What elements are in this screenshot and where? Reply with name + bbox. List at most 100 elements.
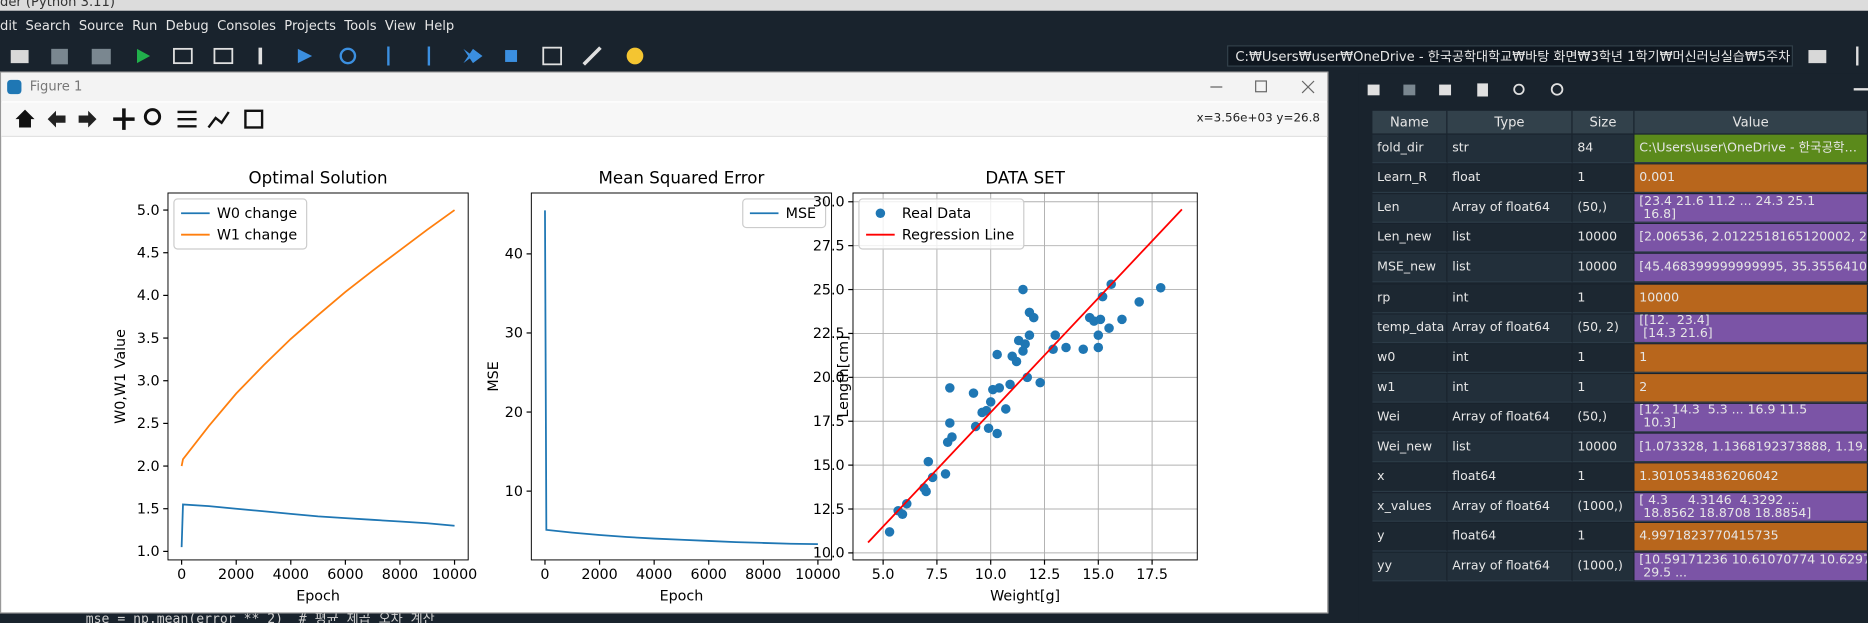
search-icon[interactable] <box>1513 83 1525 96</box>
variable-value[interactable]: 0.001 <box>1634 164 1868 194</box>
save-figure-button[interactable] <box>244 109 264 129</box>
variable-size[interactable]: 1 <box>1572 343 1635 373</box>
import-icon[interactable] <box>1367 84 1380 96</box>
variable-name[interactable]: Len_new <box>1372 224 1448 253</box>
variable-type[interactable]: float64 <box>1447 463 1573 493</box>
variable-size[interactable]: 10000 <box>1572 433 1635 463</box>
variable-name[interactable]: Len <box>1372 194 1448 224</box>
variable-value[interactable]: 10000 <box>1634 284 1868 313</box>
variable-name[interactable]: Wei <box>1372 403 1448 433</box>
variable-name[interactable]: y <box>1372 523 1448 552</box>
variable-value[interactable]: [ 4.3 4.3146 4.3292 ... 18.8562 18.8708 … <box>1634 493 1868 523</box>
variable-size[interactable]: 10000 <box>1572 224 1635 253</box>
menu-item[interactable]: View <box>384 17 417 33</box>
zoom-button[interactable] <box>143 108 162 126</box>
run-cell-advance-icon[interactable] <box>213 47 234 65</box>
variable-name[interactable]: MSE_new <box>1372 254 1448 283</box>
variable-size[interactable]: (1000,) <box>1572 553 1635 582</box>
variable-name[interactable]: Learn_R <box>1372 164 1448 194</box>
remove-all-icon[interactable] <box>1477 83 1488 97</box>
column-header[interactable]: Type <box>1447 110 1573 134</box>
variable-value[interactable]: 1.3010534836206042 <box>1634 463 1868 493</box>
variable-size[interactable]: (50, 2) <box>1572 314 1635 343</box>
variable-size[interactable]: 10000 <box>1572 254 1635 283</box>
python-path-icon[interactable] <box>626 47 644 65</box>
variable-type[interactable]: str <box>1447 134 1573 164</box>
variable-type[interactable]: int <box>1447 284 1573 313</box>
variable-type[interactable]: list <box>1447 224 1573 253</box>
variable-value[interactable]: 1 <box>1634 343 1868 373</box>
open-icon[interactable] <box>10 50 29 64</box>
subplots-button[interactable] <box>177 110 197 128</box>
menu-item[interactable]: Projects <box>284 17 336 33</box>
variable-type[interactable]: float64 <box>1447 523 1573 552</box>
column-header[interactable]: Value <box>1634 110 1868 134</box>
variable-type[interactable]: int <box>1447 343 1573 373</box>
variable-size[interactable]: (1000,) <box>1572 493 1635 523</box>
variable-size[interactable]: 1 <box>1572 463 1635 493</box>
variable-value[interactable]: [10.59171236 10.61070774 10.6297… 29.5 .… <box>1634 553 1868 582</box>
save-data-icon[interactable] <box>1403 84 1416 96</box>
maximize-button[interactable] <box>1255 80 1267 93</box>
variable-size[interactable]: (50,) <box>1572 194 1635 224</box>
refresh-icon[interactable] <box>1550 83 1564 96</box>
variable-size[interactable]: 1 <box>1572 523 1635 552</box>
menu-item[interactable]: Debug <box>165 17 209 33</box>
save-all-icon[interactable] <box>91 48 111 65</box>
customize-button[interactable] <box>207 111 230 129</box>
menu-item[interactable]: Tools <box>344 17 377 33</box>
variable-name[interactable]: temp_data <box>1372 314 1448 343</box>
debug-icon[interactable] <box>297 48 313 64</box>
menu-item[interactable]: Help <box>424 17 455 33</box>
variable-type[interactable]: Array of float64 <box>1447 194 1573 224</box>
menu-item[interactable]: Source <box>78 17 124 33</box>
variable-value[interactable]: [[12. 23.4] [14.3 21.6] <box>1634 314 1868 343</box>
menu-item[interactable]: dit <box>0 17 18 33</box>
forward-button[interactable] <box>78 110 97 128</box>
stop-icon[interactable] <box>505 50 518 62</box>
variable-type[interactable]: Array of float64 <box>1447 403 1573 433</box>
variable-value[interactable]: [12. 14.3 5.3 ... 16.9 11.5 10.3] <box>1634 403 1868 433</box>
variable-size[interactable]: 1 <box>1572 164 1635 194</box>
variable-size[interactable]: 84 <box>1572 134 1635 164</box>
variable-name[interactable]: fold_dir <box>1372 134 1448 164</box>
run-cell-icon[interactable] <box>173 47 193 65</box>
variable-name[interactable]: w0 <box>1372 343 1448 373</box>
run-selection-icon[interactable] <box>258 47 263 65</box>
variable-type[interactable]: Array of float64 <box>1447 493 1573 523</box>
variable-name[interactable]: x <box>1372 463 1448 493</box>
pan-button[interactable] <box>113 108 135 130</box>
variable-name[interactable]: x_values <box>1372 493 1448 523</box>
save-icon[interactable] <box>51 48 68 65</box>
variable-value[interactable]: [23.4 21.6 11.2 ... 24.3 25.1 16.8] <box>1634 194 1868 224</box>
variable-value[interactable]: [45.468399999999995, 35.35564108… <box>1634 254 1868 283</box>
variable-size[interactable]: (50,) <box>1572 403 1635 433</box>
variable-value[interactable]: 4.9971823770415735 <box>1634 523 1868 552</box>
menu-item[interactable]: Run <box>132 17 158 33</box>
column-header[interactable]: Name <box>1372 110 1448 134</box>
home-button[interactable] <box>15 109 35 128</box>
variable-name[interactable]: w1 <box>1372 373 1448 403</box>
variable-value[interactable]: 2 <box>1634 373 1868 403</box>
variable-type[interactable]: Array of float64 <box>1447 553 1573 582</box>
column-header[interactable]: Size <box>1572 110 1635 134</box>
close-button[interactable] <box>1301 80 1315 94</box>
variable-name[interactable]: Wei_new <box>1372 433 1448 463</box>
working-directory[interactable]: C:₩Users₩user₩OneDrive - 한국공학대학교₩바탕 화면₩3… <box>1227 45 1793 67</box>
menu-item[interactable]: Consoles <box>217 17 276 33</box>
back-button[interactable] <box>47 110 66 128</box>
variable-type[interactable]: Array of float64 <box>1447 314 1573 343</box>
variable-type[interactable]: float <box>1447 164 1573 194</box>
variable-size[interactable]: 1 <box>1572 284 1635 313</box>
maximize-pane-icon[interactable] <box>542 46 563 66</box>
variable-type[interactable]: list <box>1447 254 1573 283</box>
run-icon[interactable] <box>137 48 151 64</box>
variable-type[interactable]: list <box>1447 433 1573 463</box>
browse-icon[interactable] <box>1808 50 1827 64</box>
variable-value[interactable]: [2.006536, 2.0122518165120002, 2… <box>1634 224 1868 253</box>
variable-name[interactable]: rp <box>1372 284 1448 313</box>
variable-size[interactable]: 1 <box>1572 373 1635 403</box>
step-icon[interactable] <box>339 47 357 65</box>
save-as-icon[interactable] <box>1439 84 1452 96</box>
variable-value[interactable]: [1.073328, 1.1368192373888, 1.19… <box>1634 433 1868 463</box>
